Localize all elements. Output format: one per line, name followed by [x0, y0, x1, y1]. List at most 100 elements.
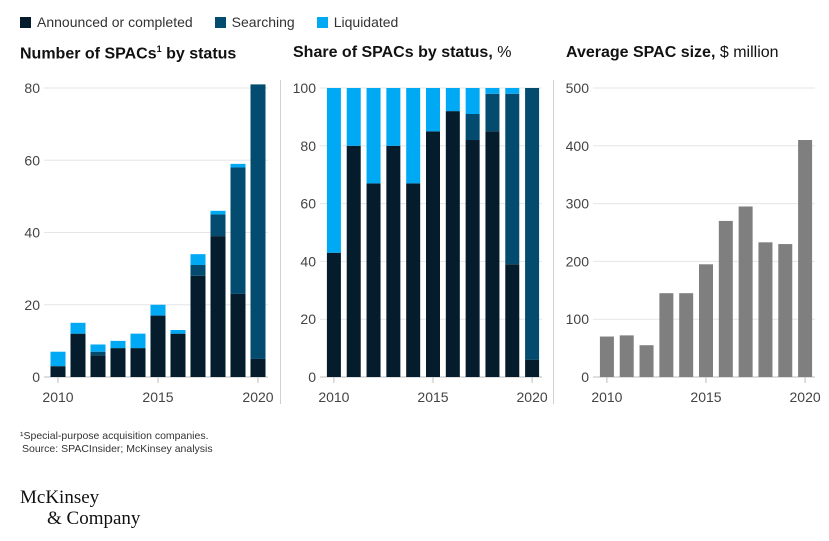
bar-searching-2018 [485, 93, 500, 132]
y-tick-label: 40 [300, 253, 316, 269]
chart-title-count-rest: by status [161, 45, 237, 63]
bar-searching-2020 [250, 84, 266, 359]
bar-searching-2012 [90, 351, 106, 356]
bar-size-2010 [599, 336, 614, 377]
bar-announced-2011 [346, 145, 361, 377]
bar-announced-2012 [366, 183, 381, 377]
y-tick-label: 20 [300, 311, 316, 327]
chart-title-count-main: Number of SPACs [20, 45, 157, 63]
chart-title-size-unit: $ million [715, 44, 779, 61]
bar-size-2011 [619, 335, 634, 377]
legend-item-announced: Announced or completed [20, 14, 193, 30]
bar-liquidated-2012 [90, 344, 106, 352]
x-tick-label: 2010 [318, 389, 349, 405]
y-tick-label: 0 [581, 369, 589, 385]
bar-announced-2011 [70, 333, 86, 377]
legend-label-searching: Searching [231, 14, 295, 30]
y-tick-label: 100 [293, 80, 317, 96]
bar-searching-2018 [210, 214, 226, 237]
bar-announced-2017 [190, 275, 206, 377]
logo-line-2: & Company [47, 508, 141, 529]
bar-liquidated-2017 [465, 88, 480, 115]
y-tick-label: 60 [300, 196, 316, 212]
logo-line-1: McKinsey [20, 487, 100, 508]
bar-announced-2015 [426, 131, 440, 377]
x-tick-label: 2015 [690, 389, 721, 405]
x-tick-label: 2020 [790, 389, 821, 405]
bar-liquidated-2011 [346, 88, 361, 146]
bar-liquidated-2013 [386, 88, 401, 146]
y-tick-label: 500 [566, 80, 590, 96]
x-tick-label: 2020 [242, 389, 273, 405]
bar-announced-2014 [130, 348, 146, 377]
x-tick-label: 2020 [517, 389, 548, 405]
bar-liquidated-2012 [366, 88, 381, 184]
y-tick-label: 0 [308, 369, 316, 385]
bar-liquidated-2017 [190, 254, 206, 266]
bar-announced-2020 [525, 359, 540, 377]
bar-liquidated-2010 [50, 351, 66, 367]
bar-announced-2010 [326, 252, 341, 377]
footnote-marker: 1 [156, 44, 162, 54]
y-tick-label: 400 [566, 138, 590, 154]
chart-share-svg: 0 20 40 60 80 100 2010 2015 2020 [293, 80, 548, 405]
bar-liquidated-2015 [426, 88, 440, 132]
bar-liquidated-2019 [505, 88, 520, 94]
bar-liquidated-2014 [130, 333, 146, 349]
bar-liquidated-2014 [406, 88, 421, 184]
x-tick-label: 2010 [591, 389, 622, 405]
panel-divider-1 [280, 80, 281, 404]
y-tick-label: 60 [24, 152, 40, 168]
footnote: ¹Special-purpose acquisition companies. [20, 430, 209, 442]
bar-announced-2019 [230, 293, 246, 377]
bar-size-2013 [659, 293, 674, 377]
chart-count-svg: 0 20 40 60 80 2010 2015 2020 [24, 80, 273, 405]
bar-size-2020 [798, 140, 813, 377]
bar-searching-2019 [505, 93, 520, 265]
bar-announced-2019 [505, 264, 520, 377]
bar-announced-2020 [250, 358, 266, 377]
y-tick-label: 200 [566, 253, 590, 269]
y-tick-label: 0 [32, 369, 40, 385]
bar-liquidated-2010 [326, 88, 341, 253]
bar-announced-2013 [110, 348, 126, 377]
bar-liquidated-2016 [170, 330, 186, 334]
bar-size-2015 [699, 264, 713, 377]
bar-liquidated-2019 [230, 163, 246, 168]
y-tick-label: 300 [566, 196, 590, 212]
bar-announced-2012 [90, 355, 106, 377]
bar-liquidated-2018 [485, 88, 500, 94]
source-note: Source: SPACInsider; McKinsey analysis [22, 443, 213, 455]
chart-title-size: Average SPAC size, $ million [566, 44, 779, 62]
bar-announced-2018 [210, 236, 226, 377]
bar-announced-2010 [50, 366, 66, 377]
chart-legend: Announced or completed Searching Liquida… [20, 13, 420, 31]
chart-panel-count: 0 20 40 60 80 2010 2015 2020 [0, 72, 280, 417]
bar-announced-2016 [170, 333, 186, 377]
bar-size-2012 [639, 345, 654, 377]
bar-announced-2016 [445, 111, 460, 377]
y-tick-label: 80 [300, 138, 316, 154]
bar-size-2016 [718, 220, 733, 377]
legend-item-searching: Searching [214, 14, 295, 30]
bar-liquidated-2015 [150, 304, 166, 316]
bar-announced-2018 [485, 131, 500, 377]
bar-searching-2017 [190, 265, 206, 276]
x-tick-label: 2010 [42, 389, 73, 405]
y-tick-label: 80 [24, 80, 40, 96]
bar-size-2019 [778, 244, 793, 377]
bar-announced-2017 [465, 140, 480, 377]
legend-label-announced: Announced or completed [37, 14, 193, 30]
legend-swatch-liquidated [316, 16, 328, 28]
bar-announced-2013 [386, 145, 401, 377]
bar-searching-2017 [465, 114, 480, 141]
x-tick-label: 2015 [142, 389, 173, 405]
bar-liquidated-2013 [110, 340, 126, 349]
chart-title-share-unit: % [492, 44, 512, 61]
legend-item-liquidated: Liquidated [316, 14, 398, 30]
chart-title-count: Number of SPACs1 by status [20, 44, 236, 63]
bar-searching-2019 [230, 167, 246, 294]
chart-title-share-main: Share of SPACs by status, [293, 44, 493, 61]
chart-title-size-main: Average SPAC size, [566, 44, 716, 61]
y-tick-label: 40 [24, 225, 40, 241]
